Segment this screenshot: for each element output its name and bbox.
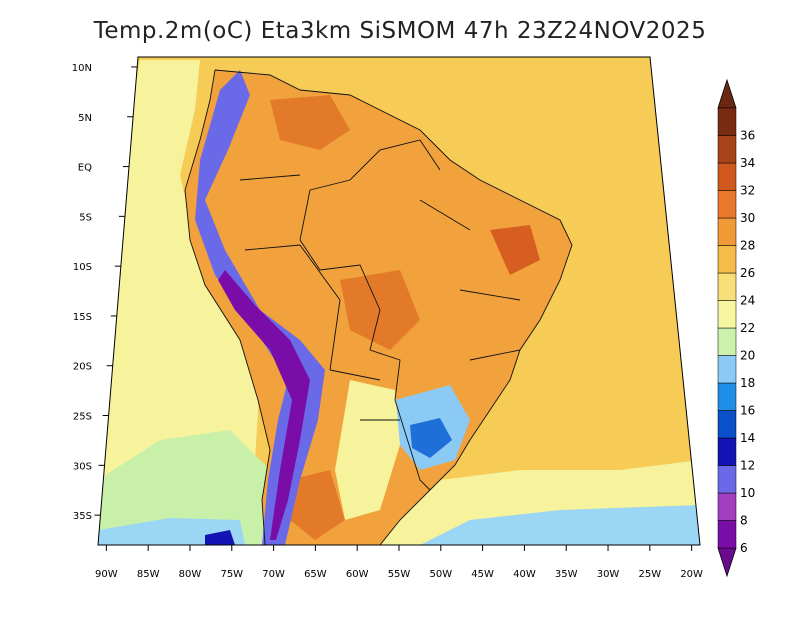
colorbar-label: 36 — [740, 129, 755, 143]
country-borders — [184, 69, 573, 545]
colorbar-segment — [717, 520, 737, 549]
colorbar-segment — [717, 327, 737, 356]
colorbar-low-arrow — [717, 547, 737, 578]
colorbar-label: 12 — [740, 459, 755, 473]
colorbar-segment — [717, 190, 737, 219]
lat-tick-label: 20S — [73, 362, 92, 373]
colorbar-label: 26 — [740, 266, 755, 280]
lon-tick-label: 60W — [346, 569, 369, 580]
colorbar-segment — [717, 492, 737, 521]
map-frame — [97, 56, 701, 546]
colorbar-label: 30 — [740, 211, 755, 225]
colorbar: 6 8 10 12 14 16 18 20 22 24 26 28 30 32 34 36 — [717, 78, 755, 578]
lat-tick-label: 30S — [73, 461, 92, 472]
latitude-axis: 10N 5N EQ 5S 10S 15S 20S 25S 30S 35S — [72, 63, 138, 522]
lon-tick-label: 50W — [429, 569, 452, 580]
continent-coastline — [184, 69, 573, 545]
andes-purple-core — [218, 270, 310, 540]
lon-tick-label: 75W — [220, 569, 243, 580]
pampas-mild — [335, 380, 400, 520]
lon-tick-label: 45W — [471, 569, 494, 580]
lon-tick-label: 90W — [95, 569, 118, 580]
lon-tick-label: 65W — [304, 569, 327, 580]
inner-borders — [239, 174, 521, 421]
lon-tick-label: 70W — [262, 569, 285, 580]
south-brazil-blue-core — [410, 418, 452, 458]
temperature-shading — [98, 60, 700, 545]
colorbar-label: 18 — [740, 376, 755, 390]
colorbar-segment — [717, 355, 737, 384]
colorbar-segment — [717, 107, 737, 136]
colorbar-segment — [717, 382, 737, 411]
lon-tick-label: 25W — [639, 569, 662, 580]
lat-tick-label: 5S — [79, 212, 92, 223]
colorbar-segment — [717, 300, 737, 329]
colorbar-segment — [717, 437, 737, 466]
chart-title: Temp.2m(oC) Eta3km SiSMOM 47h 23Z24NOV20… — [93, 18, 707, 44]
lat-tick-label: 35S — [73, 511, 92, 522]
lat-tick-label: 15S — [73, 312, 92, 323]
lat-tick-label: 5N — [78, 113, 92, 124]
colorbar-segment — [717, 135, 737, 164]
lat-tick-label: 10S — [73, 262, 92, 273]
southern-blue-blob — [205, 530, 235, 545]
colorbar-label: 32 — [740, 184, 755, 198]
colorbar-high-arrow — [717, 78, 737, 109]
colorbar-label: 6 — [740, 541, 748, 555]
lon-tick-label: 85W — [137, 569, 160, 580]
pacific-green-strip — [98, 430, 270, 545]
hot-patch-southwest — [290, 470, 345, 540]
colorbar-label: 10 — [740, 486, 755, 500]
hot-patch-north — [270, 95, 350, 150]
lon-tick-label: 20W — [680, 569, 703, 580]
lat-tick-label: 25S — [73, 412, 92, 423]
colorbar-label: 8 — [740, 514, 748, 528]
colorbar-label: 14 — [740, 431, 755, 445]
atlantic-cyan-waters — [420, 505, 700, 545]
colorbar-label: 16 — [740, 404, 755, 418]
colorbar-label: 22 — [740, 321, 755, 335]
pacific-cool-band — [98, 60, 260, 545]
colorbar-label: 20 — [740, 349, 755, 363]
colorbar-label: 24 — [740, 294, 755, 308]
colorbar-segment — [717, 272, 737, 301]
lon-tick-label: 40W — [513, 569, 536, 580]
lat-tick-label: EQ — [78, 163, 92, 174]
longitude-axis: 90W 85W 80W 75W 70W 65W 60W 55W 50W 45W 40W 35W 30W 2… — [95, 545, 703, 580]
lon-tick-label: 30W — [597, 569, 620, 580]
colorbar-segment — [717, 465, 737, 494]
colorbar-segment — [717, 162, 737, 191]
hot-patch-northeast — [490, 225, 540, 275]
brazil-border — [299, 139, 441, 491]
colorbar-segment — [717, 410, 737, 439]
lon-tick-label: 55W — [388, 569, 411, 580]
colorbar-label: 34 — [740, 156, 755, 170]
colorbar-segment — [717, 245, 737, 274]
lat-tick-label: 10N — [72, 63, 92, 74]
colorbar-segment — [717, 217, 737, 246]
colorbar-label: 28 — [740, 239, 755, 253]
map-field — [97, 56, 701, 546]
lon-tick-label: 35W — [555, 569, 578, 580]
lon-tick-label: 80W — [179, 569, 202, 580]
